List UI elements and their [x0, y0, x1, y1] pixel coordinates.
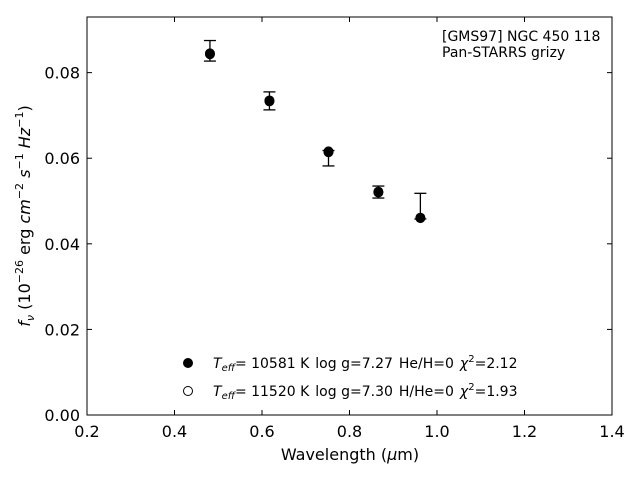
model-point-open — [415, 212, 426, 223]
x-tick-label: 1.0 — [424, 422, 449, 441]
y-tick-label: 0.04 — [44, 235, 80, 254]
x-tick-label: 0.6 — [249, 422, 274, 441]
legend-marker-open — [183, 386, 193, 396]
model-point-open — [264, 95, 275, 106]
y-tick-label: 0.00 — [44, 406, 80, 425]
legend-marker-filled — [183, 358, 193, 368]
model-point-open — [373, 186, 384, 197]
annotation-line-1: [GMS97] NGC 450 118 — [442, 29, 600, 45]
annotation-line-2: Pan-STARRS grizy — [442, 45, 565, 61]
y-tick-label: 0.02 — [44, 320, 80, 339]
plot-layer: 0.2 0.4 0.6 0.8 1.0 1.2 1.4 0.00 0.02 0.04 0.06 0.0… — [44, 16, 625, 441]
annotation: [GMS97] NGC 450 118 Pan-STARRS grizy — [442, 29, 600, 61]
x-axis-title: Wavelength (μm) — [281, 445, 419, 464]
x-tick-label: 0.8 — [337, 422, 362, 441]
model-point-open — [323, 146, 334, 157]
y-tick-label: 0.06 — [44, 149, 80, 168]
x-tick-label: 0.4 — [162, 422, 187, 441]
x-tick-label: 0.2 — [74, 422, 99, 441]
y-axis-title: fν (10−26 erg cm−2 s−1 Hz−1) — [13, 105, 37, 326]
x-tick-label: 1.2 — [512, 422, 537, 441]
y-tick-label: 0.08 — [44, 64, 80, 83]
x-tick-label: 1.4 — [599, 422, 624, 441]
model-point-open — [204, 48, 215, 59]
